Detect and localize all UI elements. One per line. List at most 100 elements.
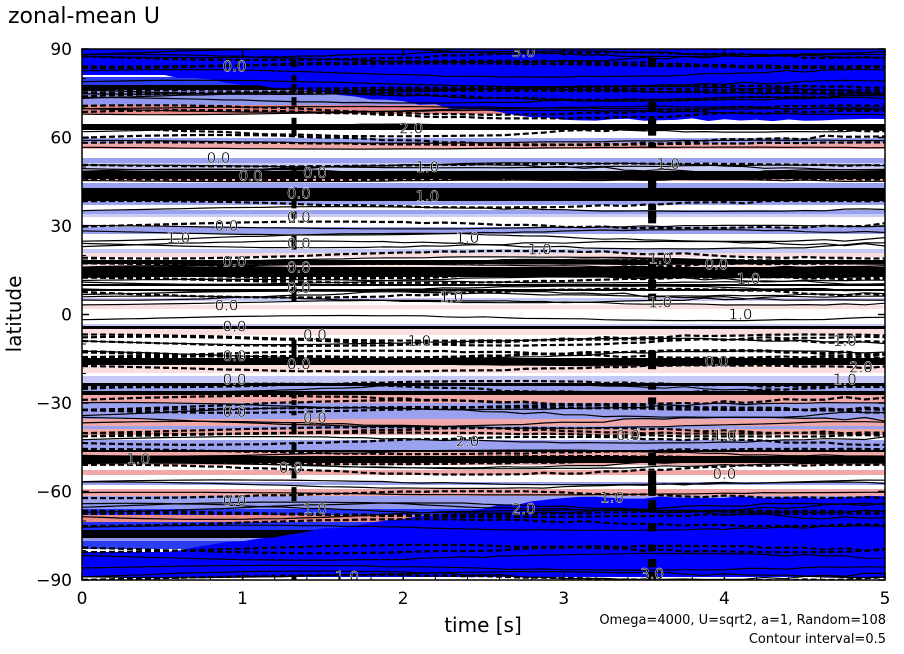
contour-cluster: [648, 480, 657, 485]
contour-line: [82, 401, 885, 411]
contour-label: 0.0: [222, 347, 247, 365]
contour-label: 0.0: [303, 164, 327, 182]
contour-line: [82, 426, 885, 436]
contour-cluster: [648, 210, 657, 218]
contour-line: [82, 314, 885, 322]
contour-cluster: [648, 143, 657, 148]
contour-band: [82, 114, 885, 118]
contour-band: [82, 143, 885, 149]
contour-cluster: [648, 173, 657, 180]
contour-label-text: 1.0: [712, 426, 736, 444]
contour-band: [82, 365, 885, 373]
contour-label-text: 0.0: [704, 353, 728, 371]
contour-band: [82, 183, 885, 188]
axes: 0 1 2 3 4 5 −90 −60 −30 0 30 60 90: [36, 40, 890, 609]
contour-line: [82, 271, 885, 281]
contour-line: [82, 490, 885, 500]
contour-line: [82, 287, 885, 299]
contour-label-text: 0.0: [287, 279, 311, 297]
contour-line: [82, 59, 885, 68]
contour-label: 2.0: [455, 432, 480, 450]
contour-band: [82, 575, 885, 580]
contour-line: [82, 360, 885, 367]
contour-line: [82, 406, 885, 411]
contour-line: [82, 178, 885, 183]
contour-label-text: 0.0: [287, 185, 311, 203]
contour-line: [82, 290, 885, 297]
y-axis-label: latitude: [2, 276, 26, 353]
contour-band: [82, 234, 885, 242]
contour-label-text: 0.0: [223, 317, 247, 335]
contour-cluster: [291, 84, 297, 92]
contour-line: [82, 123, 885, 133]
contour-cluster: [291, 59, 297, 68]
contour-label: 0.0: [222, 370, 246, 388]
contour-line: [82, 96, 885, 104]
contour-band: [82, 284, 885, 286]
contour-cluster: [291, 410, 297, 416]
contour-label-text: 0.0: [287, 258, 311, 276]
contour-line: [82, 335, 885, 347]
contour-label-text: 1.0: [656, 155, 680, 173]
contour-band: [82, 329, 885, 335]
contour-band: [82, 158, 885, 163]
contour-label-text: 2.0: [399, 120, 423, 138]
contour-label-text: 1.0: [737, 270, 761, 288]
contour-line: [82, 524, 885, 531]
contour-cluster: [648, 397, 657, 405]
contour-label-text: 0.0: [616, 426, 640, 444]
contour-band: [82, 470, 885, 475]
contour-band: [82, 201, 885, 205]
contour-label: 0.0: [704, 255, 728, 273]
contour-label-text: 2.0: [456, 432, 480, 450]
contour-line: [82, 573, 885, 580]
contour-band: [82, 127, 885, 130]
contour-label: 0.0: [287, 234, 311, 253]
contour-band: [82, 138, 885, 143]
contour-label-text: 0.0: [223, 491, 247, 509]
contour-cluster: [291, 127, 297, 136]
contour-line: [82, 407, 885, 418]
contour-label-text: 1.0: [528, 241, 552, 259]
x-tick-label: 3: [558, 589, 569, 609]
contour-label: 1.0: [335, 568, 359, 580]
contour-label: 1.0: [407, 332, 431, 350]
contour-cluster: [291, 400, 297, 406]
contour-label: 1.0: [728, 305, 753, 324]
contour-label-text: 1.0: [415, 158, 439, 176]
contour-line: [82, 85, 885, 96]
contour-label-text: 1.0: [407, 332, 431, 350]
contour-label: 0.0: [222, 491, 247, 509]
contour-line: [82, 295, 885, 304]
contour-cluster: [648, 452, 657, 460]
contour-band: [82, 326, 885, 329]
contour-cluster: [291, 463, 297, 468]
x-axis-label: time [s]: [444, 613, 522, 637]
contour-line: [82, 258, 885, 265]
y-tick-label: 90: [50, 40, 72, 60]
contour-label-text: 1.0: [833, 332, 857, 350]
contour-cluster: [291, 75, 297, 83]
contour-band: [82, 456, 885, 463]
contour-label-text: 0.0: [223, 347, 247, 365]
contour-label-text: 1.0: [729, 306, 753, 324]
contour-line: [82, 463, 885, 476]
contour-band: [82, 305, 885, 309]
contour-line: [82, 168, 885, 178]
contour-label: 0.0: [287, 279, 311, 297]
contour-line: [82, 449, 885, 457]
contour-line: [82, 249, 885, 260]
contour-band: [82, 376, 885, 383]
contour-label-text: 0.0: [287, 235, 311, 253]
contour-line: [82, 364, 885, 373]
contour-label-text: 1.0: [166, 229, 190, 247]
contour-interval-annotation: Contour interval=0.5: [748, 632, 886, 647]
contour-label: 3.0: [512, 49, 536, 61]
contour-cluster: [291, 97, 297, 106]
contour-band: [82, 149, 885, 152]
contour-line: [82, 455, 885, 462]
contour-band: [82, 496, 885, 504]
y-tick-label: 0: [61, 306, 72, 326]
y-tick-label: −30: [36, 394, 72, 414]
contour-label-text: 0.0: [287, 208, 311, 226]
